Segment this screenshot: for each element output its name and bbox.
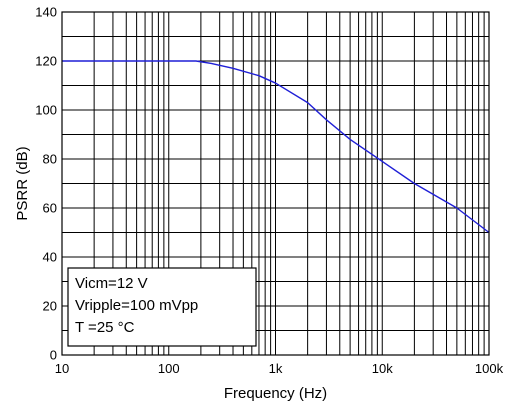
y-tick-label: 120 (35, 54, 57, 69)
plot-frame (61, 11, 490, 356)
y-tick-label: 80 (43, 152, 57, 167)
condition-line-temperature: T =25 °C (75, 319, 135, 336)
x-tick-label: 1k (269, 361, 283, 376)
condition-box-frame (67, 267, 257, 347)
y-tick-label: 40 (43, 250, 57, 265)
series-line-1 (62, 60, 490, 234)
y-tick-labels: 0 20 40 60 80 100 120 140 (35, 5, 57, 363)
y-tick-label: 140 (35, 5, 57, 20)
y-tick-label: 100 (35, 103, 57, 118)
condition-box: Vicm=12 V Vripple=100 mVpp T =25 °C (67, 267, 257, 347)
y-tick-label: 60 (43, 201, 57, 216)
condition-line-vicm: Vicm=12 V (75, 275, 148, 292)
x-axis-title: Frequency (Hz) (224, 385, 327, 402)
x-tick-labels: 10 100 1k 10k 100k (55, 361, 504, 376)
x-tick-label: 100k (475, 361, 504, 376)
x-tick-label: 10k (372, 361, 393, 376)
series-layer (62, 60, 490, 234)
x-tick-label: 100 (158, 361, 180, 376)
x-tick-label: 10 (55, 361, 69, 376)
condition-line-vripple: Vripple=100 mVpp (75, 297, 198, 314)
y-tick-label: 0 (50, 348, 57, 363)
y-axis-title: PSRR (dB) (14, 146, 31, 220)
y-tick-label: 20 (43, 299, 57, 314)
